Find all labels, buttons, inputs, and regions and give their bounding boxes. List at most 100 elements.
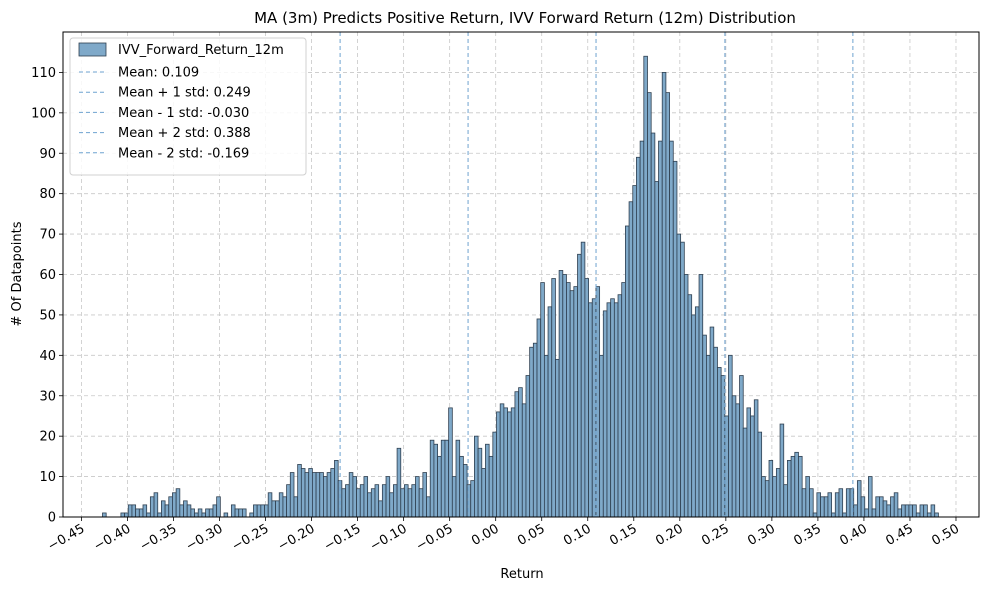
histogram-bar [728,354,733,518]
histogram-bar [694,306,700,518]
histogram-bar [488,455,494,518]
histogram-bar [205,508,210,518]
histogram-bar [411,484,416,518]
histogram-bar [584,278,589,518]
histogram-bar [562,274,567,518]
histogram-bar [146,512,151,518]
histogram-bar [831,512,836,518]
histogram-bar [636,156,641,518]
x-axis-label: Return [500,567,543,582]
x-tick-label: −0.45 [45,521,87,554]
histogram-bar [930,504,936,518]
histogram-bar [124,512,129,518]
histogram-bar [168,496,173,518]
x-tick-label: 0.50 [929,521,962,548]
histogram-bar [919,504,925,518]
histogram-bar [753,399,759,518]
histogram-bar [393,484,398,518]
histogram-bar [775,468,781,518]
histogram-bar [308,468,313,518]
histogram-bar [908,504,914,518]
y-tick-label: 20 [39,430,56,445]
histogram-bar [687,294,693,518]
histogram-bar [448,407,453,518]
histogram-bar [499,403,505,518]
histogram-bar [879,496,884,518]
histogram-bar [709,326,715,518]
y-tick-label: 100 [31,106,56,121]
x-tick-label: −0.25 [230,521,272,554]
histogram-bar [658,140,663,518]
histogram-bar [326,472,332,518]
histogram-bar [190,508,195,518]
histogram-bar [555,358,560,518]
histogram-bar [216,496,221,518]
histogram-bar [514,391,520,518]
histogram-bar [518,387,523,518]
histogram-bar [915,512,921,518]
histogram-bar [783,484,788,518]
histogram-bar [654,181,659,518]
histogram-bar [787,460,792,518]
histogram-bar [768,460,774,518]
y-tick-label: 90 [39,147,56,162]
histogram-bar [370,488,376,518]
histogram-bar [735,403,740,518]
histogram-bar [127,504,133,518]
histogram-bar [606,302,612,518]
y-tick-label: 30 [39,389,56,404]
histogram-bar [396,447,402,518]
x-tick-label: 0.35 [791,521,824,548]
histogram-bar [341,488,346,518]
histogram-bar [120,512,125,518]
histogram-bar [183,500,188,518]
histogram-bar [683,274,689,518]
histogram-bar [462,464,468,518]
histogram-bar [816,492,821,518]
histogram-bar [135,508,140,518]
histogram-bar [573,286,578,518]
histogram-bar [256,504,262,518]
histogram-bar [481,468,486,518]
histogram-bar [890,496,895,518]
histogram-bar [779,423,785,518]
histogram-bar [820,496,825,518]
histogram-bar [253,504,258,518]
histogram-bar [282,496,288,518]
histogram-bar [260,504,265,518]
histogram-bar [201,512,207,518]
histogram-bar [474,435,479,518]
histogram-bar [801,488,807,518]
histogram-bar [297,464,302,518]
y-tick-label: 110 [31,66,56,81]
histogram-bar [650,132,656,518]
x-tick-label: −0.35 [137,521,179,554]
histogram-bar [536,318,542,518]
histogram-bar [470,480,475,518]
chart-title: MA (3m) Predicts Positive Return, IVV Fo… [254,9,796,27]
histogram-bar [234,508,240,518]
histogram-bar [613,302,619,518]
histogram-bar [558,270,564,518]
histogram-bar [529,346,534,518]
histogram-bar [764,480,770,518]
histogram-bar [665,92,670,518]
histogram-bar [242,508,247,518]
histogram-bar [860,496,866,518]
histogram-bar [706,354,711,518]
histogram-bar [901,504,906,518]
histogram-bar [293,496,299,518]
histogram-bar [923,504,928,518]
histogram-bar [540,282,545,518]
histogram-bar [845,488,851,518]
histogram-bar [790,455,796,518]
legend: IVV_Forward_Return_12m Mean: 0.109 Mean + … [69,37,307,176]
histogram-bar [588,302,593,518]
histogram-bar [617,294,623,518]
x-tick-label: 0.30 [745,521,778,548]
histogram-bar [102,512,107,518]
histogram-bar [680,241,685,518]
histogram-bar [352,476,357,518]
histogram-bar [319,472,324,518]
